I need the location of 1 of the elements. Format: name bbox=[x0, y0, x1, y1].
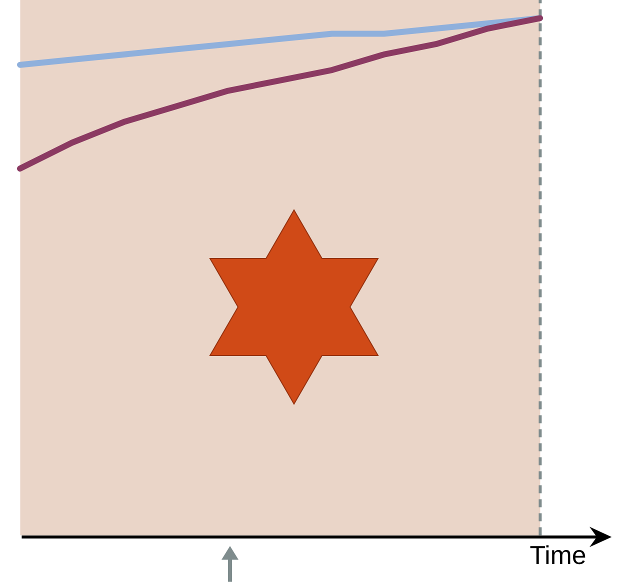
x-axis-title: Time bbox=[530, 545, 586, 564]
